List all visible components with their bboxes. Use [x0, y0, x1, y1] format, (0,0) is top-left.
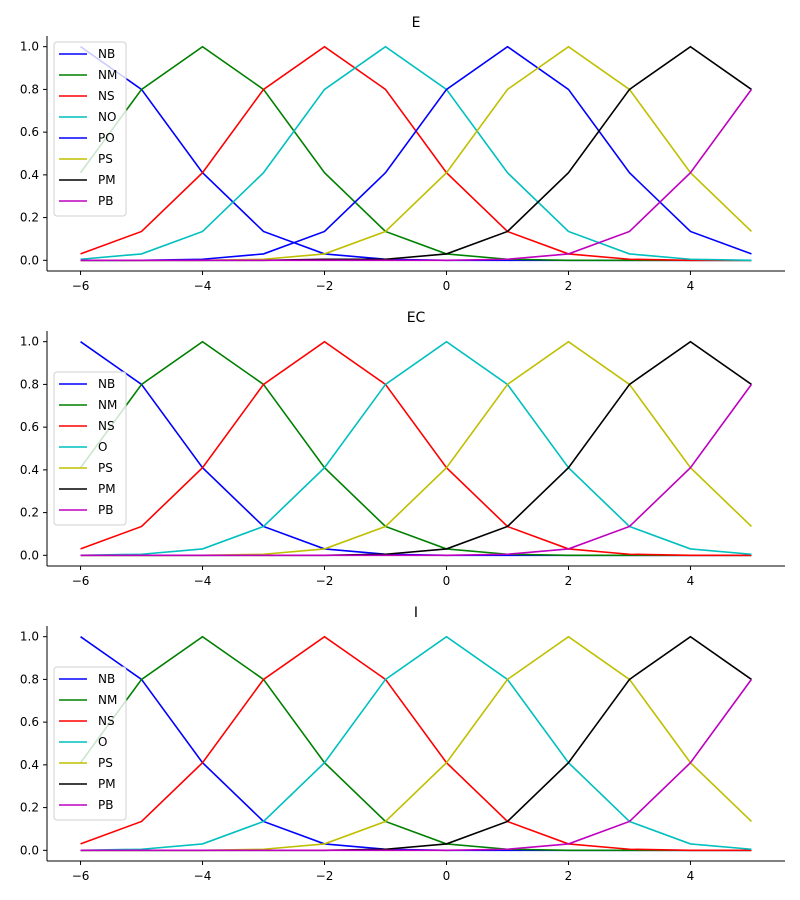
series-line-pb — [80, 678, 753, 852]
y-tick-label: 0.8 — [20, 672, 39, 686]
legend-frame — [53, 666, 127, 821]
x-tick-label: 2 — [565, 869, 573, 883]
y-tick-label: 0.0 — [20, 843, 39, 857]
x-tick-label: −6 — [72, 279, 90, 293]
legend-label-pb: PB — [98, 798, 113, 812]
y-tick-label: 0.2 — [20, 211, 39, 225]
legend: NB NM NS NO PO PS PM PB — [53, 41, 127, 217]
series-line-nm — [79, 635, 752, 852]
legend-label-nm: NM — [98, 68, 117, 82]
y-tick-label: 0.4 — [20, 168, 39, 182]
y-tick-label: 0.6 — [20, 715, 39, 729]
legend-label-nb: NB — [98, 672, 115, 686]
chart-panel-1: E 0.0 0.2 0.4 0.6 0.8 1.0 −6 −4 −2 0 2 4 NB NM NS NO PO PS… — [20, 15, 785, 293]
legend-label-po: PO — [98, 131, 115, 145]
chart-panel-3: I 0.0 0.2 0.4 0.6 0.8 1.0 −6 −4 −2 0 2 4 NB NM NS O PS PM P… — [20, 605, 785, 883]
series-line-ns — [80, 340, 752, 557]
y-tick-label: 0.0 — [20, 548, 39, 562]
legend-label-ps: PS — [98, 152, 113, 166]
x-tick-label: 2 — [565, 574, 573, 588]
chart-title: EC — [407, 310, 426, 326]
series-line-ns — [80, 635, 752, 852]
legend-label-pm: PM — [98, 173, 116, 187]
series-line-pb — [80, 88, 753, 262]
y-tick-label: 0.6 — [20, 125, 39, 139]
legend-label-ns: NS — [98, 714, 115, 728]
y-tick-label: 0.4 — [20, 463, 39, 477]
legend-label-no: NO — [98, 110, 116, 124]
y-tick-label: 0.4 — [20, 758, 39, 772]
x-tick-label: −4 — [194, 869, 212, 883]
x-tick-label: 4 — [687, 574, 695, 588]
y-tick-label: 0.8 — [20, 377, 39, 391]
x-tick-label: −4 — [194, 279, 212, 293]
legend-frame — [53, 41, 127, 217]
series-line-nm — [79, 45, 752, 262]
y-tick-label: 1.0 — [20, 40, 39, 54]
x-tick-label: 0 — [443, 869, 451, 883]
legend-label-nm: NM — [98, 693, 117, 707]
series-line-pb — [80, 383, 753, 557]
x-tick-label: −4 — [194, 574, 212, 588]
x-tick-label: −6 — [72, 869, 90, 883]
legend-label-o: O — [98, 735, 107, 749]
chart-title: I — [414, 605, 418, 621]
y-tick-label: 0.2 — [20, 506, 39, 520]
chart-panel-2: EC 0.0 0.2 0.4 0.6 0.8 1.0 −6 −4 −2 0 2 4 NB NM NS O PS PM… — [20, 310, 785, 588]
y-tick-label: 1.0 — [20, 630, 39, 644]
legend: NB NM NS O PS PM PB — [53, 666, 127, 821]
legend-label-o: O — [98, 440, 107, 454]
series-line-no — [80, 45, 752, 262]
legend-label-ps: PS — [98, 756, 113, 770]
x-tick-label: −2 — [316, 574, 334, 588]
series-line-nm — [79, 340, 752, 557]
legend-label-ps: PS — [98, 461, 113, 475]
y-tick-label: 0.6 — [20, 420, 39, 434]
legend-label-pb: PB — [98, 194, 113, 208]
legend-label-nm: NM — [98, 398, 117, 412]
y-tick-label: 0.2 — [20, 801, 39, 815]
series-line-o — [80, 635, 752, 852]
x-tick-label: 4 — [687, 279, 695, 293]
legend-label-pm: PM — [98, 777, 116, 791]
y-tick-label: 0.8 — [20, 82, 39, 96]
x-tick-label: 2 — [565, 279, 573, 293]
x-tick-label: −2 — [316, 869, 334, 883]
legend-label-ns: NS — [98, 419, 115, 433]
legend: NB NM NS O PS PM PB — [53, 371, 127, 526]
chart-title: E — [412, 15, 421, 31]
legend-label-pm: PM — [98, 482, 116, 496]
x-tick-label: 0 — [443, 279, 451, 293]
x-tick-label: 0 — [443, 574, 451, 588]
legend-label-nb: NB — [98, 377, 115, 391]
x-tick-label: −6 — [72, 574, 90, 588]
legend-label-nb: NB — [98, 47, 115, 61]
series-line-o — [80, 340, 752, 557]
legend-label-ns: NS — [98, 89, 115, 103]
x-tick-label: −2 — [316, 279, 334, 293]
y-tick-label: 1.0 — [20, 335, 39, 349]
series-line-po — [80, 45, 752, 262]
y-tick-label: 0.0 — [20, 253, 39, 267]
legend-label-pb: PB — [98, 503, 113, 517]
x-tick-label: 4 — [687, 869, 695, 883]
legend-frame — [53, 371, 127, 526]
